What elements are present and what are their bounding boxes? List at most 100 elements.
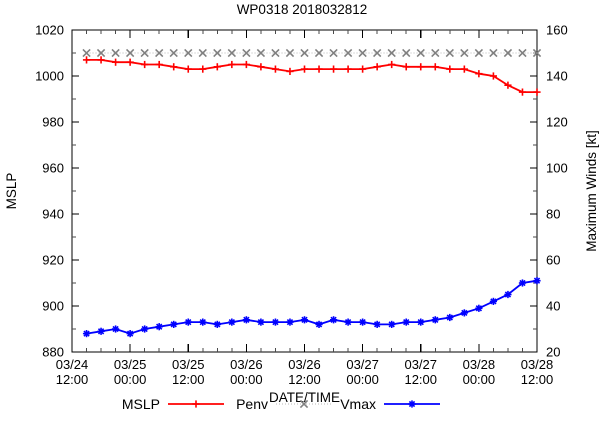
marker-star: [315, 321, 323, 328]
marker-star: [432, 316, 439, 323]
marker-star: [504, 291, 512, 298]
marker-star: [461, 309, 468, 317]
marker-star: [408, 400, 416, 408]
marker-star: [199, 318, 206, 326]
marker-cross: [111, 48, 120, 58]
series-mslp: [82, 56, 541, 96]
x-tick-label-time-3: 00:00: [230, 372, 263, 387]
y2-tick-label-4: 100: [546, 161, 568, 176]
x-tick-label-date-4: 03/26: [288, 357, 321, 372]
y-tick-label-0: 880: [42, 345, 64, 360]
series-line-mslp: [86, 59, 537, 93]
marker-cross: [82, 48, 91, 58]
marker-star: [126, 330, 134, 337]
x-tick-label-time-5: 00:00: [346, 372, 379, 387]
marker-cross: [372, 48, 382, 58]
legend-label-vmax: Vmax: [340, 396, 376, 412]
legend-label-mslp: MSLP: [122, 396, 160, 412]
x-tick-label-date-7: 03/28: [463, 357, 496, 372]
y2-tick-label-5: 120: [546, 115, 568, 130]
marker-star: [214, 321, 221, 328]
marker-star: [272, 318, 279, 326]
y-tick-label-3: 940: [42, 207, 64, 222]
marker-star: [185, 318, 192, 326]
marker-cross: [431, 48, 440, 58]
y2-tick-label-2: 60: [546, 253, 560, 268]
marker-cross: [460, 48, 469, 58]
y-tick-label-2: 920: [42, 253, 64, 268]
y2-tick-label-7: 160: [546, 23, 568, 38]
chart-title: WP0318 2018032812: [237, 2, 368, 17]
legend-entry-mslp[interactable]: MSLP: [122, 396, 224, 412]
series-line-vmax: [86, 279, 538, 335]
marker-cross: [402, 48, 411, 58]
marker-cross: [299, 399, 309, 409]
plot-frame: [71, 29, 538, 353]
x-tick-label-time-0: 12:00: [56, 372, 89, 387]
y-tick-label-7: 1020: [35, 23, 64, 38]
marker-cross: [140, 48, 149, 58]
marker-cross: [155, 48, 164, 58]
marker-cross: [416, 48, 425, 58]
x-tick-label-date-0: 03/24: [56, 357, 89, 372]
marker-cross: [213, 48, 222, 58]
marker-star: [170, 321, 177, 328]
marker-star: [533, 277, 541, 284]
marker-star: [97, 328, 105, 335]
marker-cross: [169, 48, 178, 58]
marker-star: [243, 316, 250, 323]
marker-star: [359, 318, 366, 326]
marker-star: [519, 279, 526, 287]
x-tick-label-time-6: 12:00: [404, 372, 437, 387]
marker-cross: [256, 48, 266, 58]
x-tick-label-time-2: 12:00: [172, 372, 205, 387]
y2-axis-title: Maximum Winds [kt]: [584, 130, 599, 252]
marker-star: [373, 321, 381, 328]
marker-cross: [227, 48, 237, 58]
marker-star: [286, 318, 294, 326]
marker-star: [141, 325, 148, 333]
y-tick-label-5: 980: [42, 115, 64, 130]
marker-star: [228, 318, 236, 326]
marker-star: [490, 298, 497, 305]
marker-cross: [343, 48, 353, 58]
marker-cross: [489, 48, 498, 58]
series-penv: [82, 48, 542, 58]
marker-star: [475, 305, 483, 312]
marker-cross: [314, 48, 324, 58]
y2-tick-label-3: 80: [546, 207, 560, 222]
y2-tick-label-1: 40: [546, 299, 560, 314]
x-tick-label-date-1: 03/25: [114, 357, 147, 372]
marker-star: [388, 321, 395, 328]
marker-cross: [125, 48, 135, 58]
marker-cross: [503, 48, 513, 58]
x-tick-label-date-3: 03/26: [230, 357, 263, 372]
legend-entry-penv[interactable]: Penv: [236, 396, 332, 412]
marker-cross: [518, 48, 527, 58]
y-axis-title: MSLP: [4, 173, 19, 210]
marker-star: [83, 330, 90, 337]
x-axis-title: DATE/TIME: [269, 390, 340, 405]
legend-entry-vmax[interactable]: Vmax: [340, 396, 440, 412]
y-tick-label-6: 1000: [35, 69, 64, 84]
marker-cross: [387, 48, 396, 58]
x-tick-label-time-8: 12:00: [521, 372, 554, 387]
marker-star: [446, 314, 453, 321]
marker-star: [257, 318, 265, 326]
marker-cross: [198, 48, 207, 58]
y2-tick-label-6: 140: [546, 69, 568, 84]
y-tick-label-4: 960: [42, 161, 64, 176]
marker-star: [112, 325, 119, 333]
x-tick-label-date-8: 03/28: [521, 357, 554, 372]
marker-cross: [184, 48, 193, 58]
marker-cross: [242, 48, 251, 58]
x-tick-label-time-4: 12:00: [288, 372, 321, 387]
x-tick-label-date-5: 03/27: [346, 357, 379, 372]
marker-cross: [474, 48, 484, 58]
marker-cross: [358, 48, 367, 58]
marker-star: [403, 318, 410, 326]
x-tick-label-date-2: 03/25: [172, 357, 205, 372]
series-vmax: [82, 277, 541, 338]
marker-star: [417, 318, 424, 326]
